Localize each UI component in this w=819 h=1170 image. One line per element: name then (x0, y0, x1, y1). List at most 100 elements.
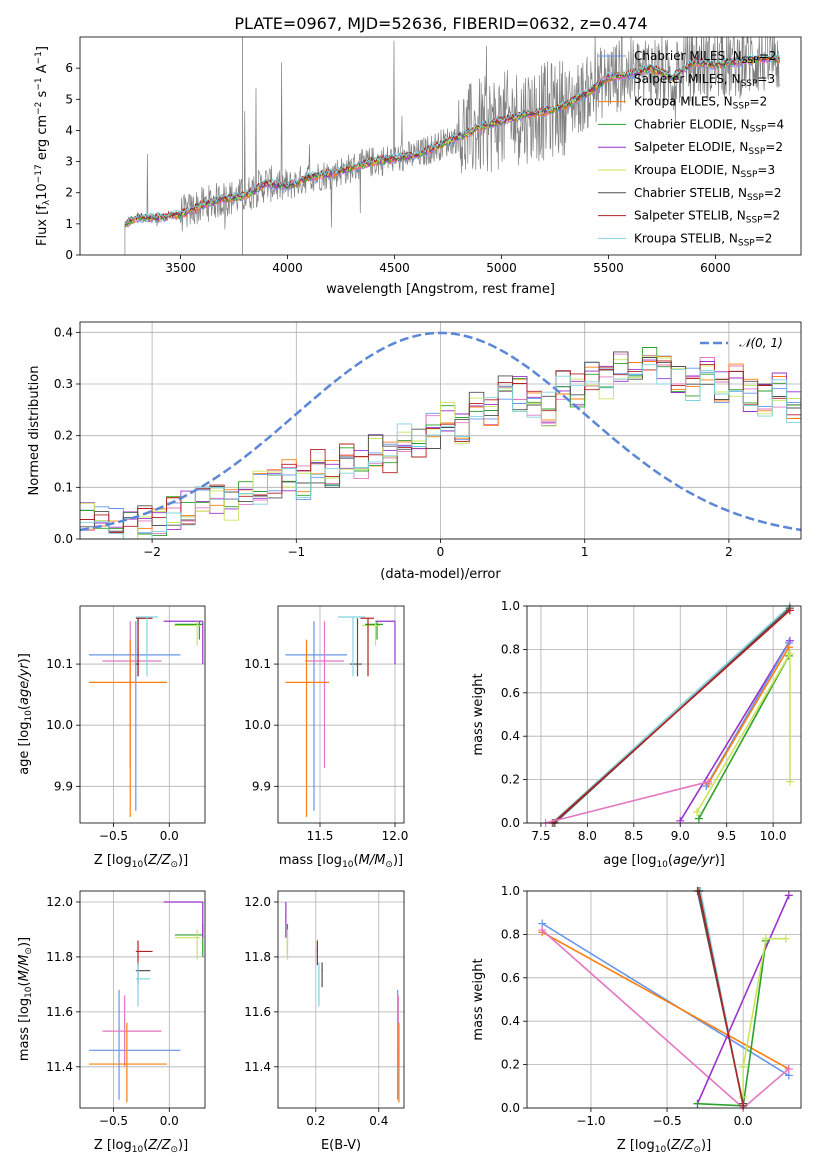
x-axis-label: Z [log10(Z/Z⊙)] (94, 853, 188, 870)
x-tick-label: −1.0 (576, 1114, 605, 1128)
x-tick-label: 10.0 (760, 829, 787, 843)
weight-marker (676, 816, 685, 825)
legend-sub: SSP (738, 238, 755, 248)
x-tick-label: 3500 (165, 261, 196, 275)
legend-value: =2 (763, 209, 781, 223)
label-part: Z [log (94, 1138, 132, 1153)
label-part: −1 (34, 51, 44, 64)
y-tick-label: 0.2 (501, 1058, 520, 1072)
weight-marker (692, 808, 701, 817)
weight-marker (704, 777, 713, 786)
x-axis-label: E(B-V) (321, 1138, 361, 1153)
label-part: Z (147, 853, 158, 868)
x-tick-label: 0.2 (306, 1114, 325, 1128)
label-part: yr (701, 853, 717, 868)
x-axis-label: wavelength [Angstrom, rest frame] (326, 282, 555, 297)
mass-vs-EBV-panel: 0.2 0.4 11.4 11.6 11.8 12.0 E(B-V) (244, 890, 405, 1153)
y-tick-label: 1 (65, 217, 73, 231)
x-tick-label: 2 (725, 545, 733, 559)
label-part: s (35, 90, 50, 101)
y-tick-label: 0.4 (501, 729, 520, 743)
x-tick-label: 0.0 (160, 1114, 179, 1128)
legend-name: Kroupa ELODIE, N (634, 163, 741, 177)
panels: 3500 4000 4500 5000 5500 6000 0 1 2 3 4 5 6 Chabrier … (17, 36, 802, 1155)
y-tick-label: 0.8 (501, 642, 520, 656)
label-part: A (35, 64, 50, 77)
label-part: / (156, 1138, 163, 1153)
y-tick-label: 11.6 (46, 1005, 73, 1019)
y-tick-label: 0.3 (54, 377, 73, 391)
y-tick-label: 9.9 (252, 779, 271, 793)
legend-value: =3 (757, 163, 775, 177)
x-tick-label: 8.5 (624, 829, 643, 843)
model-spectrum-6 (124, 54, 780, 226)
y-axis-label: age [log10(age/yr)] (17, 653, 34, 775)
histogram-3 (80, 347, 801, 536)
axes-frame (79, 36, 802, 256)
x-axis-label: (data-model)/error (380, 567, 501, 582)
weight-marker (785, 606, 794, 615)
label-part: / (17, 964, 32, 971)
y-tick-label: 0.6 (501, 686, 520, 700)
label-part: / (679, 1138, 686, 1153)
label-part: ⊙ (24, 947, 34, 955)
y-tick-label: 0.8 (501, 927, 520, 941)
legend-entry: Chabrier MILES, NSSP=2 (634, 49, 776, 66)
y-tick-label: 0.6 (501, 971, 520, 985)
label-part: Z (670, 1138, 681, 1153)
weight-line-0 (541, 922, 790, 1077)
age-vs-Z-panel: −0.5 0.09.910.010.1Z [log10(Z/Z⊙)]age [lo… (17, 605, 206, 870)
label-part: M (359, 853, 370, 868)
y-tick-label: 1.0 (501, 884, 520, 898)
y-tick-label: 2 (65, 186, 73, 200)
x-tick-label: 0.0 (734, 1114, 753, 1128)
weight-line-7 (698, 655, 790, 820)
label-part: mass [log (17, 998, 32, 1061)
histogram-1 (80, 353, 801, 535)
label-part: ⊙ (170, 1145, 178, 1155)
legend-entry: 𝒩(0, 1) (739, 336, 783, 350)
weight-marker (761, 934, 770, 943)
y-tick-label: 11.6 (244, 1005, 271, 1019)
histogram-7 (80, 360, 801, 534)
y-tick-label: 5 (65, 92, 73, 106)
legend-name: Salpeter STELIB, N (634, 209, 746, 223)
label-part: / (696, 853, 703, 868)
y-tick-label: 4 (65, 123, 73, 137)
weight-line-3 (696, 894, 790, 1105)
label-part: / (369, 853, 376, 868)
legend-value: =2 (750, 95, 768, 109)
x-tick-label: −2 (143, 545, 161, 559)
x-tick-label: 0.4 (369, 1114, 388, 1128)
gaussian-curve (80, 331, 801, 532)
label-part: mass [log (279, 853, 342, 868)
label-part: age [log (17, 722, 32, 775)
x-axis-label: mass [log10(M/M⊙)] (279, 853, 403, 870)
x-tick-label: −0.5 (652, 1114, 681, 1128)
weight-marker (694, 814, 703, 823)
weight-marker (785, 649, 794, 658)
label-part: ( (17, 981, 32, 986)
label-part: 10 (24, 710, 34, 722)
mass-vs-Z-panel: −0.5 0.011.411.611.812.0Z [log10(Z/Z⊙)]ma… (17, 890, 206, 1155)
x-tick-label: 0.0 (160, 829, 179, 843)
x-axis-label: Z [log10(Z/Z⊙)] (94, 1138, 188, 1155)
y-axis-label: Normed distribution (27, 366, 42, 496)
legend-sub: SSP (742, 56, 759, 66)
label-part: ⊙ (170, 860, 178, 870)
histogram-4 (80, 359, 801, 530)
y-tick-label: 0.4 (501, 1014, 520, 1028)
x-tick-label: 0 (437, 545, 445, 559)
weight-marker (739, 1062, 748, 1071)
y-tick-label: 0.0 (501, 816, 520, 830)
spectrum-panel: 3500 4000 4500 5000 5500 6000 0 1 2 3 4 5 6 Chabrier … (34, 36, 802, 297)
y-tick-label: 9.9 (54, 779, 73, 793)
label-part: age (17, 681, 32, 705)
legend-value: =2 (759, 49, 777, 63)
label-part: ] (35, 46, 50, 51)
label-part: M (17, 970, 32, 981)
x-tick-label: −0.5 (99, 829, 128, 843)
label-part: )] (178, 1138, 188, 1153)
x-axis-label: Z [log10(Z/Z⊙)] (617, 1138, 711, 1155)
